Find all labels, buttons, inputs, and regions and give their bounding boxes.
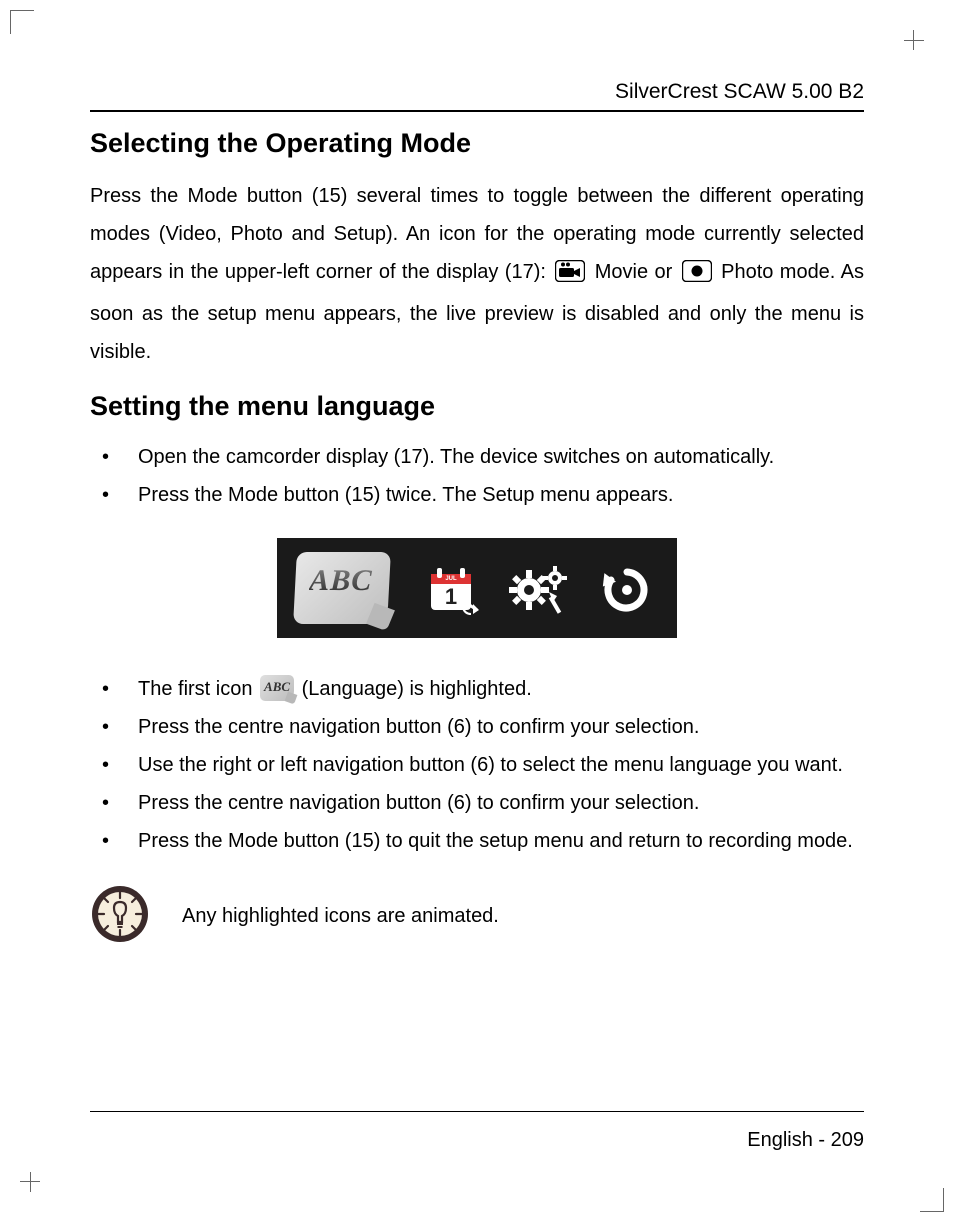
list-item: Press the centre navigation button (6) t… — [90, 710, 864, 744]
lightbulb-icon — [90, 884, 150, 949]
operating-mode-paragraph: Press the Mode button (15) several times… — [90, 177, 864, 371]
gear-icon — [509, 562, 573, 623]
reset-icon — [599, 562, 655, 623]
crop-mark — [920, 1188, 944, 1212]
calendar-icon: JUL 1 — [425, 562, 481, 623]
language-icon-small: ABC — [260, 675, 294, 701]
svg-text:JUL: JUL — [445, 576, 457, 582]
list-item: Press the Mode button (15) to quit the s… — [90, 824, 864, 858]
tip-text: Any highlighted icons are animated. — [182, 905, 499, 928]
bullet-list-top: Open the camcorder display (17). The dev… — [90, 440, 864, 512]
list-item: Press the Mode button (15) twice. The Se… — [90, 478, 864, 512]
page-number: English - 209 — [747, 1129, 864, 1152]
page-header: SilverCrest SCAW 5.00 B2 — [90, 80, 864, 112]
bullet-list-bottom: The first icon ABC (Language) is highlig… — [90, 672, 864, 858]
setup-menu-strip: ABC JUL 1 — [277, 538, 677, 638]
footer-rule — [90, 1111, 864, 1112]
crop-mark — [30, 1158, 54, 1182]
section-title-operating-mode: Selecting the Operating Mode — [90, 128, 864, 159]
text: The first icon — [138, 678, 258, 700]
photo-mode-icon — [682, 257, 712, 295]
section-title-menu-language: Setting the menu language — [90, 391, 864, 422]
language-icon-label: ABC — [308, 564, 373, 598]
tip-row: Any highlighted icons are animated. — [90, 884, 864, 949]
list-item: Press the centre navigation button (6) t… — [90, 786, 864, 820]
language-icon-small-label: ABC — [264, 676, 290, 698]
list-item: Open the camcorder display (17). The dev… — [90, 440, 864, 474]
movie-mode-icon — [555, 257, 585, 295]
para-text: Movie or — [595, 261, 679, 283]
crop-mark — [890, 40, 914, 64]
page: SilverCrest SCAW 5.00 B2 Selecting the O… — [0, 0, 954, 1222]
list-item: Use the right or left navigation button … — [90, 748, 864, 782]
crop-mark — [10, 10, 34, 34]
product-name: SilverCrest SCAW 5.00 B2 — [615, 80, 864, 103]
language-icon: ABC — [293, 552, 391, 624]
svg-text:1: 1 — [445, 584, 457, 609]
text: (Language) is highlighted. — [302, 678, 532, 700]
list-item: The first icon ABC (Language) is highlig… — [90, 672, 864, 706]
